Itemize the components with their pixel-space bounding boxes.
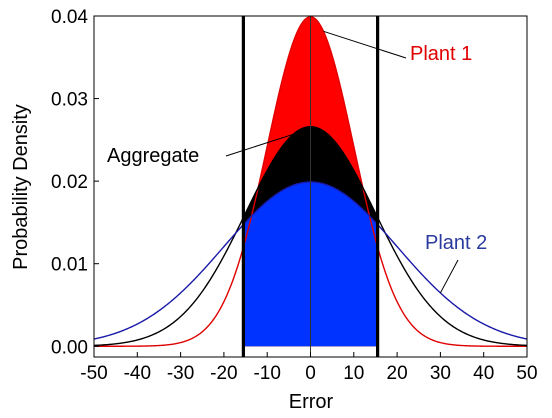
x-tick-label: -20 <box>210 363 237 384</box>
x-tick-label: 10 <box>343 363 364 384</box>
x-tick-label: 20 <box>387 363 408 384</box>
plant-1-label: Plant 1 <box>410 43 472 65</box>
y-axis-label: Probability Density <box>10 104 32 270</box>
x-tick-label: 50 <box>516 363 537 384</box>
axes <box>93 15 528 358</box>
x-tick-label: 0 <box>305 363 316 384</box>
plant-1-leader <box>323 30 407 59</box>
aggregate-leader <box>225 133 294 157</box>
x-tick-label: 30 <box>430 363 451 384</box>
vertical-lines <box>241 16 380 357</box>
annotations: Plant 1 Aggregate Plant 2 <box>107 30 487 294</box>
tick-labels: -50 -40 -30 -20 -10 0 10 20 30 40 50 0.00 0.01 0.02 0.… <box>51 7 538 384</box>
y-tick-label: 0.00 <box>51 337 88 358</box>
x-axis-label: Error <box>289 391 334 413</box>
x-tick-label: -10 <box>253 363 280 384</box>
x-tick-label: -50 <box>80 363 107 384</box>
plant-2-leader <box>439 259 459 294</box>
x-tick-label: -40 <box>124 363 151 384</box>
x-tick-label: 40 <box>473 363 494 384</box>
x-tick-label: -30 <box>167 363 194 384</box>
y-tick-label: 0.02 <box>51 172 88 193</box>
y-tick-label: 0.04 <box>51 7 88 28</box>
y-tick-label: 0.03 <box>51 90 88 111</box>
aggregate-label: Aggregate <box>107 145 199 167</box>
plant-2-label: Plant 2 <box>425 232 487 254</box>
y-tick-label: 0.01 <box>51 255 88 276</box>
